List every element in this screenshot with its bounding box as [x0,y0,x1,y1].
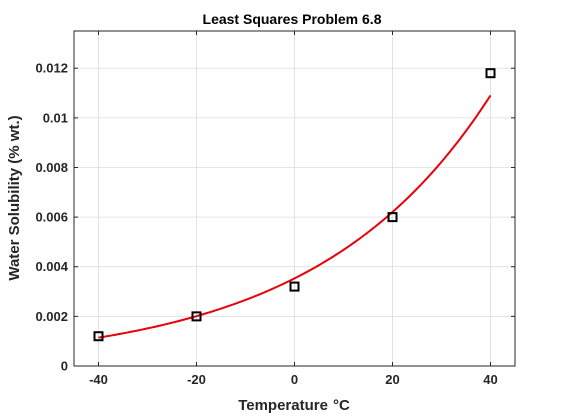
y-tick-label-6: 0.012 [35,61,68,76]
data-point-2 [289,281,300,292]
data-point-4 [485,68,496,79]
y-tick-label-3: 0.006 [35,210,68,225]
data-point-3 [387,212,398,223]
fit-curve-line [98,94,492,339]
axes [73,30,516,367]
fit-curve-layer [98,94,492,339]
x-axis-title-text: Temperature [238,397,328,413]
data-point-0 [93,331,104,342]
data-markers [93,68,496,342]
data-point-1 [191,311,202,322]
y-tick-label-4: 0.008 [35,160,68,175]
x-axis-title-unit: °C [333,397,350,413]
x-tick-label-4: 40 [483,372,497,387]
chart-title: Least Squares Problem 6.8 [203,11,382,27]
tick-labels: -40 -20 0 20 40 0 0.002 0.004 0.006 0.008 0.01 0.01… [35,61,497,387]
x-tick-label-2: 0 [291,372,298,387]
x-axis-title: Temperature °C [238,397,350,413]
x-tick-label-3: 20 [385,372,399,387]
y-tick-label-1: 0.002 [35,309,68,324]
x-tick-label-0: -40 [89,372,108,387]
y-axis-title: Water Solubility (% wt.) [6,115,23,280]
y-tick-label-0: 0 [61,359,68,374]
y-tick-label-2: 0.004 [35,259,68,274]
x-tick-label-1: -20 [187,372,206,387]
y-tick-label-5: 0.01 [43,110,68,125]
grid [74,31,515,367]
